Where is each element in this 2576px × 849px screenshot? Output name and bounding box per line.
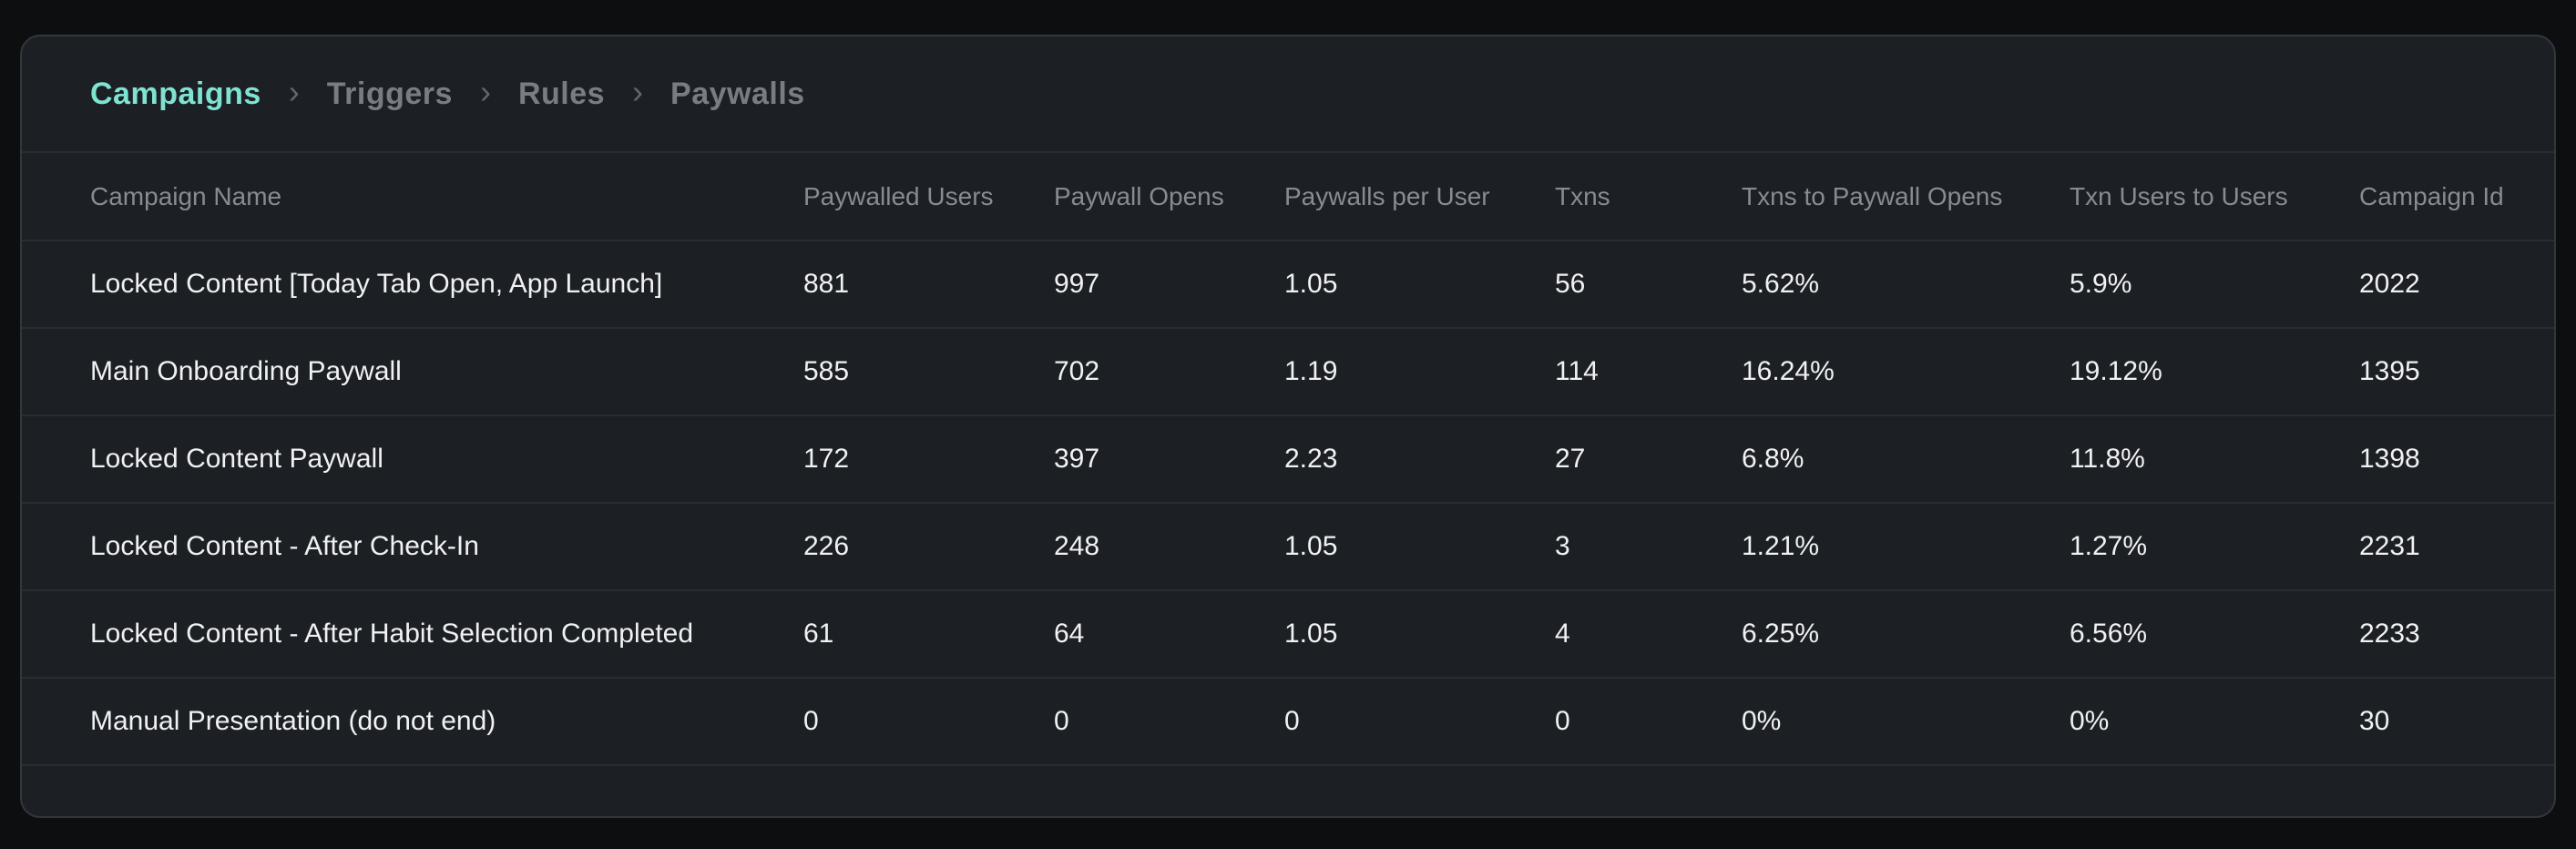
table-cell-txn-users-to-users: 1.27% <box>2070 531 2148 561</box>
table-cell-paywalled-users: 172 <box>803 444 850 474</box>
table-cell-paywalled-users: 881 <box>803 269 850 299</box>
table-body: Locked Content [Today Tab Open, App Laun… <box>22 241 2554 766</box>
table-cell-txn-users-to-users: 11.8% <box>2070 444 2145 474</box>
table-cell-txns-to-paywall-opens: 6.25% <box>1742 619 1820 649</box>
table-cell-paywalled-users: 61 <box>803 619 834 649</box>
table-cell-paywall-opens: 997 <box>1054 269 1100 299</box>
table-cell-txns-to-paywall-opens: 0% <box>1742 706 1782 736</box>
column-header-paywalled-users: Paywalled Users <box>803 181 994 210</box>
table-row[interactable]: Locked Content [Today Tab Open, App Laun… <box>22 241 2554 329</box>
table-cell-txn-users-to-users: 5.9% <box>2070 269 2132 299</box>
table-cell-paywall-opens: 702 <box>1054 356 1100 386</box>
table-cell-paywalls-per-user: 1.05 <box>1284 531 1338 561</box>
column-header-txns: Txns <box>1555 181 1610 210</box>
column-header-paywalls-per-user: Paywalls per User <box>1284 181 1490 210</box>
table-cell-txns-to-paywall-opens: 5.62% <box>1742 269 1820 299</box>
table-cell-txns: 27 <box>1555 444 1586 474</box>
campaign-name-cell: Locked Content [Today Tab Open, App Laun… <box>90 269 663 299</box>
table-cell-txn-users-to-users: 6.56% <box>2070 619 2148 649</box>
column-header-txns-to-paywall-opens: Txns to Paywall Opens <box>1742 181 2003 210</box>
breadcrumb: Campaigns › Triggers › Rules › Paywalls <box>22 36 2554 153</box>
table-cell-campaign-id: 1395 <box>2359 356 2420 386</box>
table-cell-txns-to-paywall-opens: 6.8% <box>1742 444 1804 474</box>
table-cell-txns: 4 <box>1555 619 1570 649</box>
table-cell-paywalls-per-user: 2.23 <box>1284 444 1338 474</box>
table-row[interactable]: Locked Content - After Habit Selection C… <box>22 591 2554 679</box>
breadcrumb-item-triggers[interactable]: Triggers <box>326 76 453 111</box>
table-cell-paywall-opens: 397 <box>1054 444 1100 474</box>
table-cell-txns: 114 <box>1555 356 1599 386</box>
table-header-row: Campaign Name Paywalled Users Paywall Open… <box>22 153 2554 241</box>
table-cell-paywalled-users: 226 <box>803 531 850 561</box>
table-cell-txns: 3 <box>1555 531 1570 561</box>
table-cell-campaign-id: 2022 <box>2359 269 2420 299</box>
table-cell-paywall-opens: 248 <box>1054 531 1100 561</box>
table-cell-paywalled-users: 585 <box>803 356 850 386</box>
breadcrumb-item-paywalls[interactable]: Paywalls <box>670 76 805 111</box>
table-cell-paywalls-per-user: 0 <box>1284 706 1300 736</box>
column-header-paywall-opens: Paywall Opens <box>1054 181 1224 210</box>
chevron-right-icon: › <box>479 73 491 110</box>
column-header-campaign-id: Campaign Id <box>2359 181 2504 210</box>
table-cell-paywalled-users: 0 <box>803 706 819 736</box>
campaign-name-cell: Locked Content - After Check-In <box>90 531 479 561</box>
column-header-txn-users-to-users: Txn Users to Users <box>2070 181 2288 210</box>
table-cell-paywalls-per-user: 1.05 <box>1284 619 1338 649</box>
table-cell-txns: 0 <box>1555 706 1570 736</box>
table-row[interactable]: Locked Content - After Check-In 226 248 1.0… <box>22 504 2554 591</box>
table-cell-paywalls-per-user: 1.05 <box>1284 269 1338 299</box>
campaigns-paywalls-panel: Campaigns › Triggers › Rules › Paywalls Campai… <box>20 35 2556 818</box>
table-cell-campaign-id: 2231 <box>2359 531 2420 561</box>
table-row[interactable]: Manual Presentation (do not end) 0 0 0 0 0% 0%… <box>22 679 2554 766</box>
breadcrumb-item-rules[interactable]: Rules <box>517 76 606 111</box>
chevron-right-icon: › <box>632 73 644 110</box>
campaign-name-cell: Manual Presentation (do not end) <box>90 706 496 736</box>
campaign-name-cell: Main Onboarding Paywall <box>90 356 402 386</box>
table-cell-txn-users-to-users: 19.12% <box>2070 356 2162 386</box>
table-cell-campaign-id: 30 <box>2359 706 2390 736</box>
campaign-name-cell: Locked Content - After Habit Selection C… <box>90 619 694 649</box>
table-cell-paywall-opens: 64 <box>1054 619 1085 649</box>
table-cell-campaign-id: 2233 <box>2359 619 2420 649</box>
table-cell-txns: 56 <box>1555 269 1586 299</box>
table-footer-space <box>22 766 2554 816</box>
breadcrumb-item-campaigns[interactable]: Campaigns <box>90 76 261 111</box>
table-cell-campaign-id: 1398 <box>2359 444 2420 474</box>
table-cell-txns-to-paywall-opens: 1.21% <box>1742 531 1820 561</box>
campaign-name-cell: Locked Content Paywall <box>90 444 383 474</box>
table-cell-txns-to-paywall-opens: 16.24% <box>1742 356 1835 386</box>
table-cell-paywalls-per-user: 1.19 <box>1284 356 1338 386</box>
table-row[interactable]: Locked Content Paywall 172 397 2.23 27 6.8% 11… <box>22 416 2554 504</box>
table-cell-paywall-opens: 0 <box>1054 706 1069 736</box>
column-header-campaign-name: Campaign Name <box>90 181 282 210</box>
chevron-right-icon: › <box>288 73 300 110</box>
table-cell-txn-users-to-users: 0% <box>2070 706 2110 736</box>
table-row[interactable]: Main Onboarding Paywall 585 702 1.19 114 16.2… <box>22 329 2554 416</box>
